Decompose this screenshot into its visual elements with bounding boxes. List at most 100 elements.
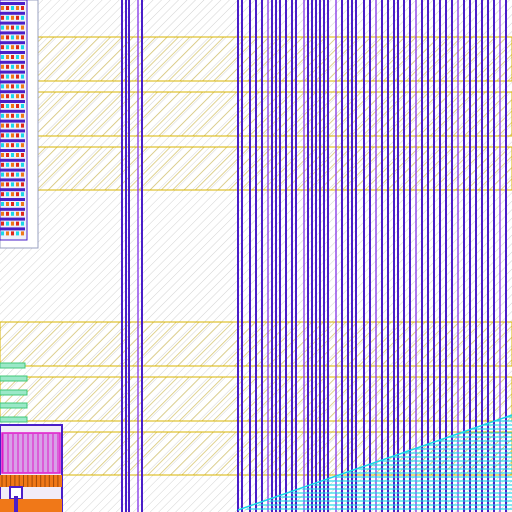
cell-contact bbox=[21, 104, 24, 108]
cell-contact bbox=[1, 182, 4, 186]
cell-contact bbox=[11, 182, 14, 186]
io-macro[interactable] bbox=[0, 425, 62, 512]
cell-contact bbox=[21, 163, 24, 167]
cell-contact bbox=[11, 16, 14, 20]
cell-contact bbox=[21, 6, 24, 10]
cell-contact bbox=[21, 75, 24, 79]
cell-contact bbox=[21, 45, 24, 49]
cell-contact bbox=[1, 55, 4, 59]
cell-row-bar bbox=[0, 110, 25, 113]
cell-contact bbox=[1, 143, 4, 147]
cell-contact bbox=[11, 75, 14, 79]
cell-row-bar bbox=[0, 178, 25, 181]
cell-contact bbox=[6, 16, 9, 20]
cell-row-bar bbox=[0, 51, 25, 54]
cell-contact bbox=[21, 114, 24, 118]
cell-contact bbox=[6, 133, 9, 137]
cell-contact bbox=[6, 143, 9, 147]
cell-contact bbox=[1, 75, 4, 79]
cell-row-bar bbox=[0, 90, 25, 93]
cell-contact bbox=[1, 222, 4, 226]
cell-contact bbox=[16, 143, 19, 147]
io-macro-orange-foot bbox=[0, 499, 62, 512]
cell-contact bbox=[6, 84, 9, 88]
cell-contact bbox=[6, 94, 9, 98]
cell-row-bar bbox=[0, 80, 25, 83]
cell-contact bbox=[21, 26, 24, 30]
cell-contact bbox=[16, 222, 19, 226]
io-macro-orange-band bbox=[0, 475, 62, 487]
cell-contact bbox=[16, 55, 19, 59]
cell-contact bbox=[21, 55, 24, 59]
cell-contact bbox=[6, 182, 9, 186]
cell-contact bbox=[16, 212, 19, 216]
cell-contact bbox=[21, 143, 24, 147]
cell-contact bbox=[16, 104, 19, 108]
cell-row-bar bbox=[0, 120, 25, 123]
cell-row-bar bbox=[0, 139, 25, 142]
cell-row-bar bbox=[0, 41, 25, 44]
cell-contact bbox=[1, 124, 4, 128]
standard-cell-column[interactable] bbox=[0, 0, 38, 248]
cell-contact bbox=[21, 94, 24, 98]
io-macro-stem bbox=[14, 496, 18, 512]
cell-contact bbox=[11, 133, 14, 137]
cell-contact bbox=[21, 35, 24, 39]
pin-5 bbox=[0, 417, 27, 422]
cell-contact bbox=[6, 153, 9, 157]
cell-contact bbox=[11, 45, 14, 49]
pin-3 bbox=[0, 390, 27, 395]
cell-row-bar bbox=[0, 218, 25, 221]
cell-contact bbox=[16, 163, 19, 167]
cell-contact bbox=[1, 45, 4, 49]
cell-contact bbox=[1, 231, 4, 235]
cell-contact bbox=[11, 143, 14, 147]
cell-contact bbox=[1, 114, 4, 118]
cell-contact bbox=[11, 212, 14, 216]
cell-contact bbox=[11, 84, 14, 88]
cell-contact bbox=[16, 114, 19, 118]
cell-contact bbox=[16, 133, 19, 137]
cell-row-bar bbox=[0, 129, 25, 132]
cell-contact bbox=[11, 222, 14, 226]
cell-contact bbox=[1, 6, 4, 10]
cell-contact bbox=[1, 104, 4, 108]
cell-contact bbox=[21, 202, 24, 206]
cell-contact bbox=[1, 173, 4, 177]
cell-contact bbox=[6, 65, 9, 69]
cell-contact bbox=[16, 75, 19, 79]
cell-row-bar bbox=[0, 61, 25, 64]
cell-contact bbox=[16, 45, 19, 49]
cell-contact bbox=[21, 65, 24, 69]
cell-contact bbox=[1, 133, 4, 137]
cell-contact bbox=[1, 163, 4, 167]
cell-contact bbox=[16, 124, 19, 128]
cell-contact bbox=[21, 173, 24, 177]
cell-row-bar bbox=[0, 149, 25, 152]
cell-contact bbox=[16, 16, 19, 20]
cell-contact bbox=[6, 75, 9, 79]
cell-contact bbox=[6, 212, 9, 216]
cell-contact bbox=[6, 192, 9, 196]
cell-row-bar bbox=[0, 22, 25, 25]
cell-contact bbox=[11, 124, 14, 128]
cell-contact bbox=[21, 133, 24, 137]
cell-contact bbox=[11, 153, 14, 157]
cell-contact bbox=[16, 6, 19, 10]
cell-contact bbox=[21, 222, 24, 226]
cell-contact bbox=[11, 114, 14, 118]
cell-contact bbox=[11, 192, 14, 196]
pin-1 bbox=[0, 363, 25, 368]
cell-row-bar bbox=[0, 2, 25, 5]
cell-contact bbox=[11, 163, 14, 167]
cell-contact bbox=[1, 202, 4, 206]
cell-contact bbox=[6, 26, 9, 30]
cell-contact bbox=[6, 35, 9, 39]
cell-contact bbox=[1, 35, 4, 39]
cell-contact bbox=[6, 104, 9, 108]
cell-contact bbox=[6, 222, 9, 226]
cell-contact bbox=[11, 55, 14, 59]
cell-contact bbox=[16, 173, 19, 177]
